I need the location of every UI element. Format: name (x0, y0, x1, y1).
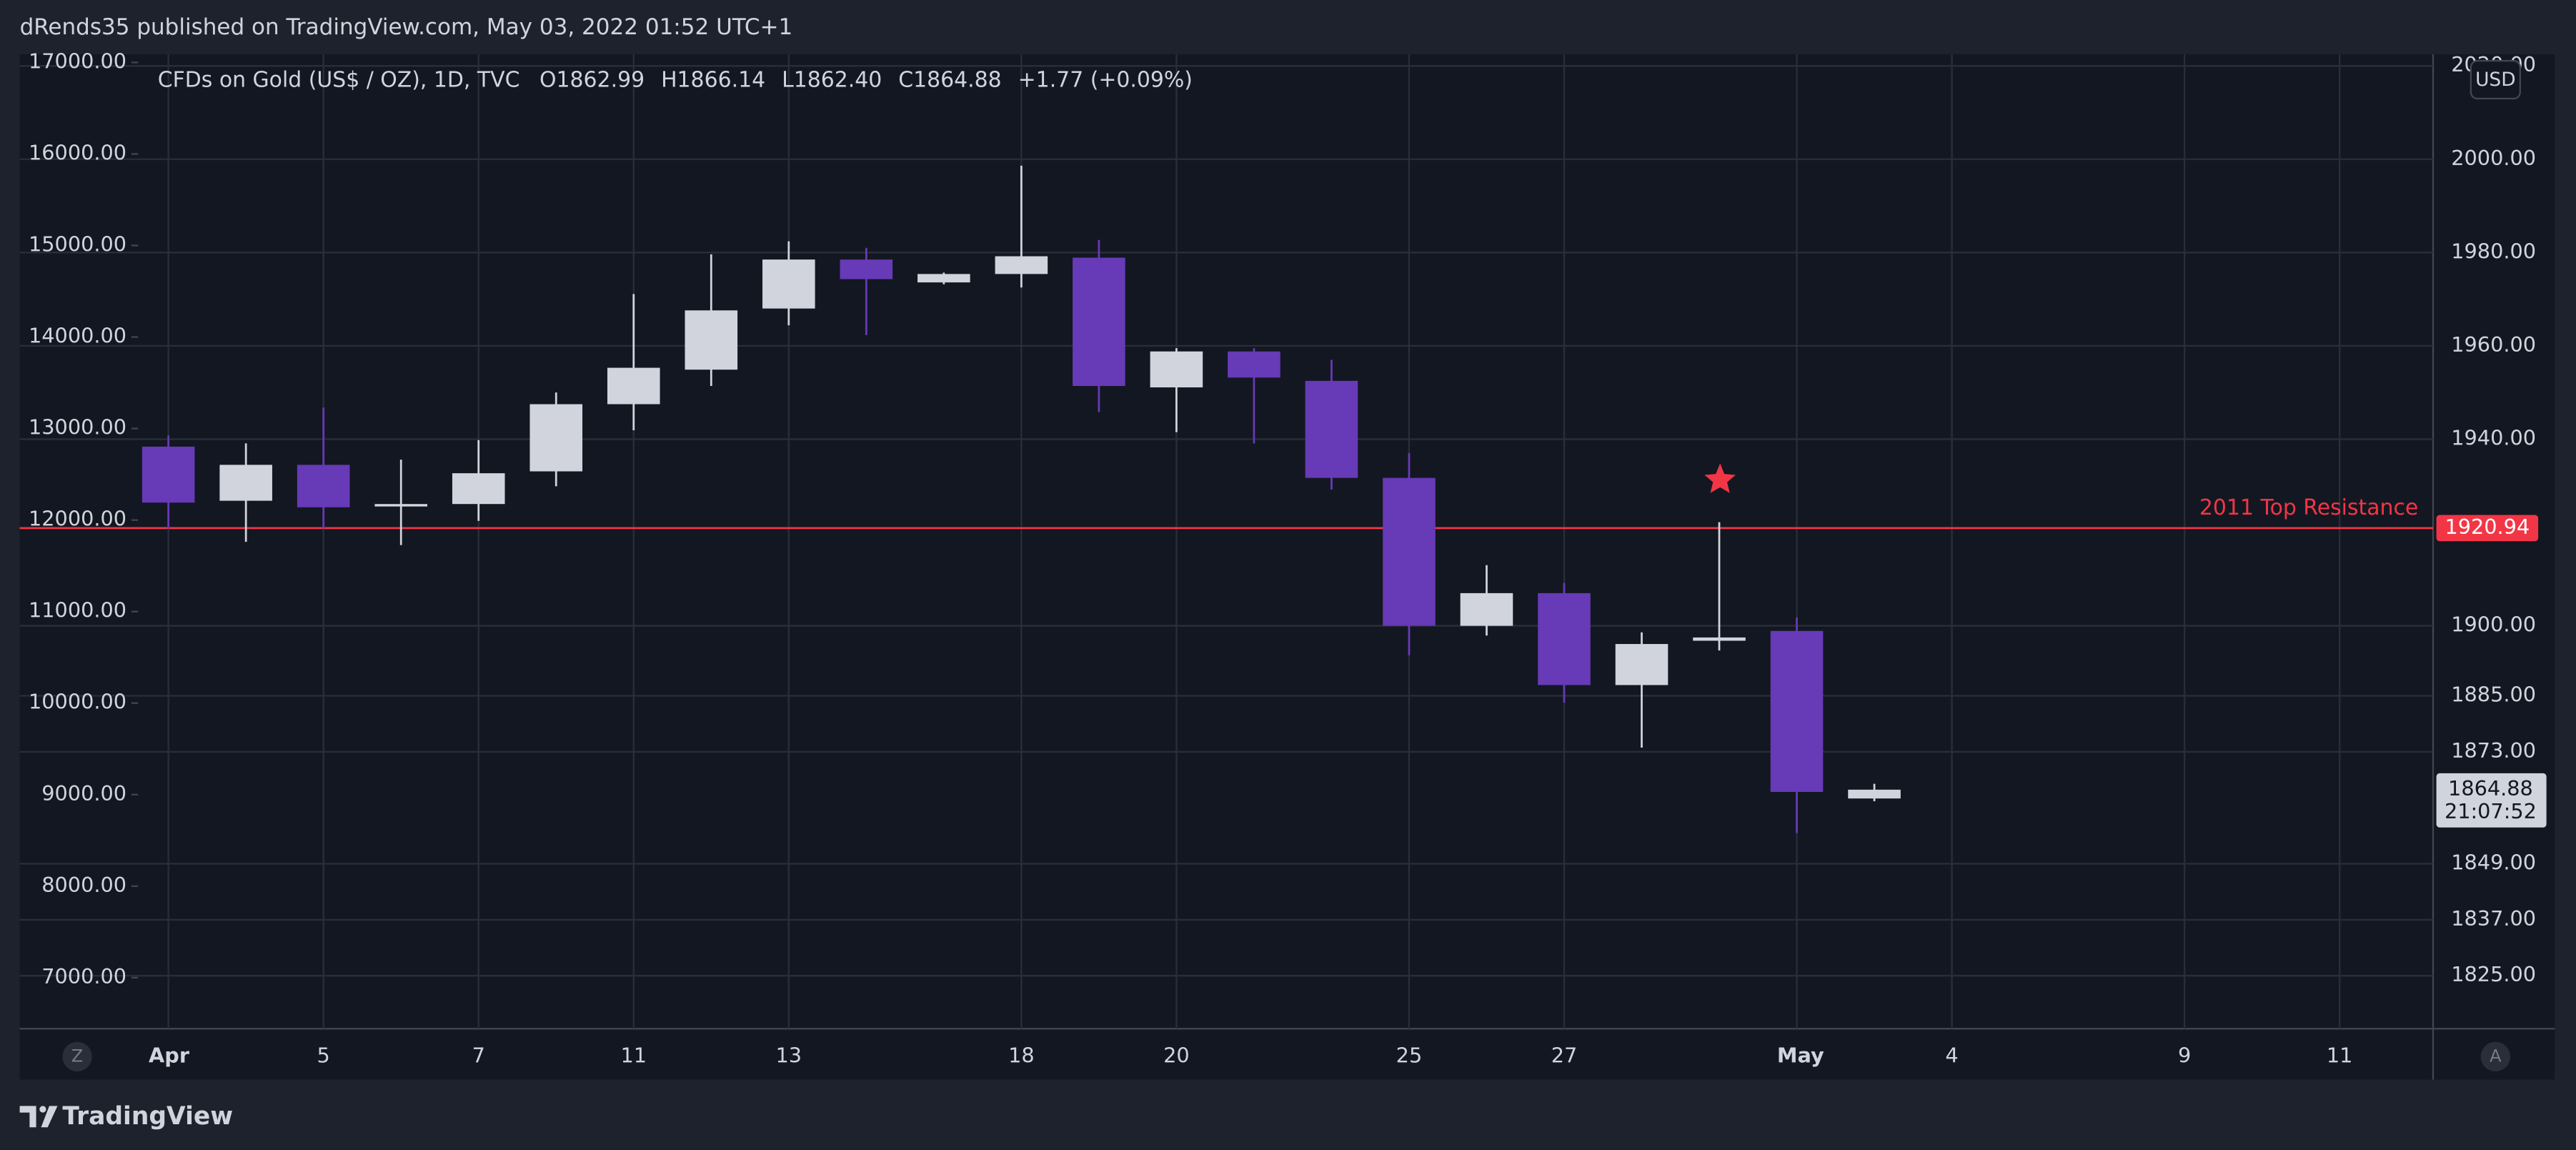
usd-button[interactable]: USD (2470, 59, 2521, 100)
y2-tick-label: 1837.00 (2451, 906, 2536, 931)
symbol: CFDs on Gold (US$ / OZ), 1D, TVC (158, 67, 520, 92)
x-tick-label: 25 (1396, 1043, 1423, 1067)
candle-body (1073, 257, 1125, 387)
resistance-tag (2436, 515, 2539, 542)
y2-tick-label: 1960.00 (2451, 332, 2536, 357)
countdown: 21:07:52 (2445, 799, 2537, 823)
candle-body (219, 465, 272, 501)
y2-tick-label: 1980.00 (2451, 239, 2536, 263)
candle-body (762, 259, 815, 309)
brand-logo (19, 1106, 58, 1128)
y-tick-label: 8000.00 (41, 873, 126, 897)
candle-body (1693, 637, 1746, 641)
publisher: dRends35 published on TradingView.com, M… (20, 14, 793, 40)
candle-body (840, 259, 893, 279)
candle-body (1150, 351, 1203, 387)
x-tick-label: 7 (472, 1043, 485, 1067)
a-button[interactable] (2480, 1041, 2511, 1072)
resistance-tag-label: 1920.94 (2445, 515, 2530, 539)
y2-tick-label: 1873.00 (2451, 738, 2536, 763)
y2-tick-label: 1849.00 (2451, 851, 2536, 875)
y-tick-label: 14000.00 (29, 324, 126, 348)
x-tick-label: 5 (317, 1043, 330, 1067)
y-tick-label: 15000.00 (29, 232, 126, 256)
z-button[interactable] (62, 1041, 92, 1072)
candle-body (917, 274, 970, 283)
y-tick-label: 17000.00 (29, 49, 126, 73)
y-tick-label: 7000.00 (41, 964, 126, 988)
usd-button-box[interactable] (2470, 59, 2521, 100)
low: L1862.40 (782, 67, 882, 92)
x-tick-label: 18 (1008, 1043, 1035, 1067)
brand: TradingView (62, 1102, 233, 1131)
y-tick-label: 16000.00 (29, 140, 126, 164)
x-tick-label: Apr (149, 1043, 190, 1067)
x-tick-label: 20 (1163, 1043, 1190, 1067)
candle-body (1305, 380, 1358, 478)
last-price-tag (2436, 773, 2547, 828)
candle-body (1848, 789, 1901, 799)
candle-body (607, 367, 660, 405)
candle-body (529, 404, 583, 472)
y2-tick-label: 1825.00 (2451, 962, 2536, 986)
close: C1864.88 (898, 67, 1001, 92)
candle-body (1228, 351, 1280, 378)
y-tick-label: 10000.00 (29, 690, 126, 714)
plot: Apr 5 7 11 13 18 20 25 27 May 4 9 11 1825.00 1837.00 18… (19, 49, 2547, 1067)
high: H1866.14 (661, 67, 765, 92)
last-price: 1864.88 (2448, 776, 2533, 800)
candle-body (1383, 477, 1436, 626)
chart-pane (19, 54, 2555, 1080)
candle-body (1770, 630, 1824, 792)
a-label[interactable]: A (2490, 1046, 2502, 1066)
candle-body (374, 504, 427, 507)
z-label[interactable]: Z (71, 1046, 84, 1066)
star-drawing (1704, 463, 1736, 493)
x-tick-label: 9 (2178, 1043, 2191, 1067)
y2-tick-label: 1885.00 (2451, 683, 2536, 707)
x-tick-label: May (1777, 1043, 1824, 1067)
change: +1.77 (+0.09%) (1018, 67, 1193, 92)
candle-body (1615, 644, 1669, 685)
candle-body (685, 310, 738, 370)
x-tick-label: 27 (1551, 1043, 1578, 1067)
y-tick-label: 13000.00 (29, 415, 126, 440)
candle-body (1460, 593, 1513, 626)
x-tick-label: 11 (620, 1043, 647, 1067)
candle-body (995, 256, 1048, 274)
x-tick-label: 13 (776, 1043, 802, 1067)
candle-body (297, 465, 350, 507)
candle-body (452, 473, 505, 505)
open: O1862.99 (539, 67, 645, 92)
x-tick-label: 4 (1945, 1043, 1958, 1067)
y-tick-label: 11000.00 (29, 598, 126, 623)
resistance-label: 2011 Top Resistance (2199, 495, 2418, 520)
x-tick-label: 11 (2327, 1043, 2353, 1067)
usd-label[interactable]: USD (2475, 69, 2515, 91)
y-tick-label: 9000.00 (41, 781, 126, 806)
legend: CFDs on Gold (US$ / OZ), 1D, TVC O1862.99… (158, 67, 1193, 92)
candle-body (141, 446, 195, 503)
candle-body (1538, 593, 1591, 685)
y-tick-label: 12000.00 (29, 507, 126, 531)
y2-tick-label: 1940.00 (2451, 425, 2536, 450)
y2-tick-label: 2000.00 (2451, 146, 2536, 170)
y2-tick-label: 1900.00 (2451, 613, 2536, 637)
